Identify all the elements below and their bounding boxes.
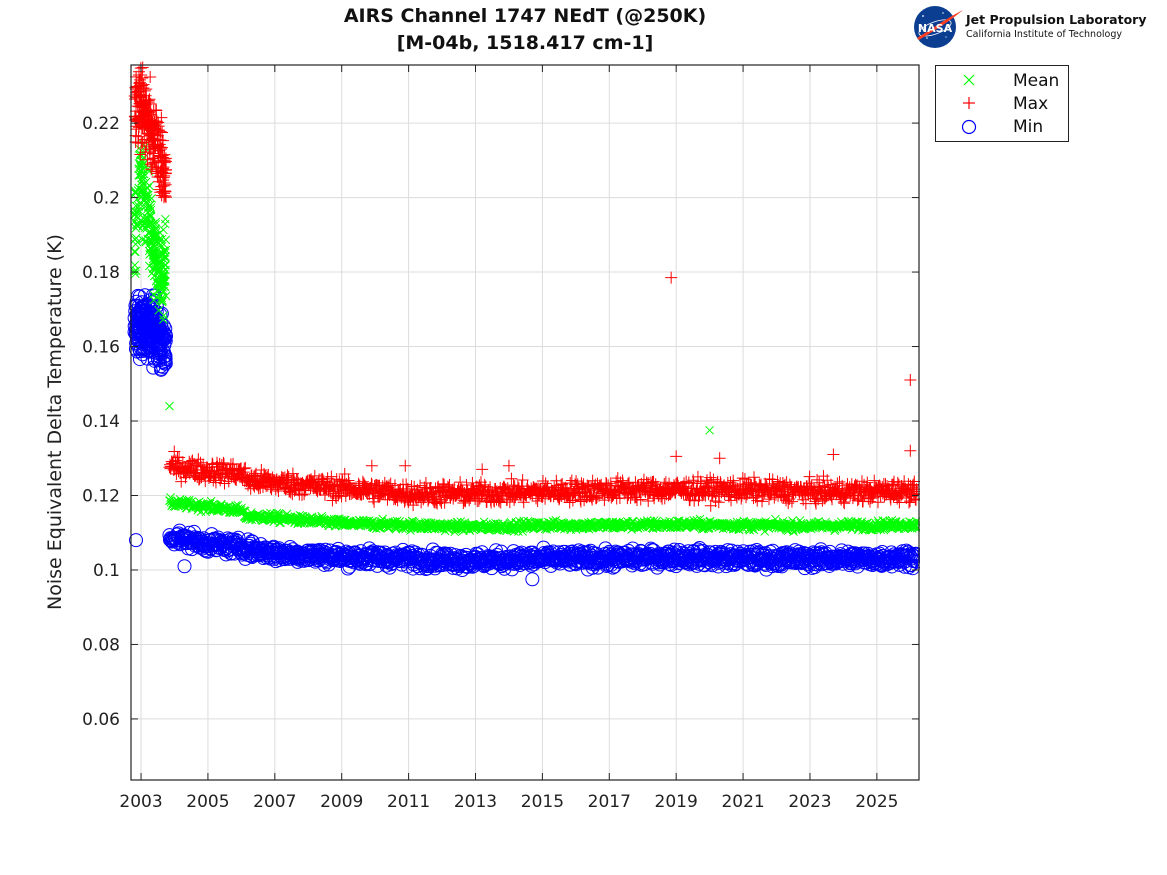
grid bbox=[131, 65, 919, 780]
mean-point bbox=[150, 236, 160, 245]
mean-point bbox=[621, 521, 631, 531]
mean-point bbox=[131, 266, 141, 276]
min-point bbox=[156, 359, 171, 374]
max-point bbox=[712, 496, 725, 509]
series-max bbox=[128, 61, 923, 512]
mean-point bbox=[158, 296, 167, 305]
mean-point bbox=[156, 291, 165, 300]
mean-point bbox=[146, 236, 156, 246]
mean-point bbox=[131, 188, 141, 198]
max-point bbox=[454, 476, 467, 489]
min-point bbox=[128, 327, 143, 342]
min-point bbox=[141, 333, 156, 348]
min-point bbox=[147, 316, 162, 331]
mean-point bbox=[518, 527, 528, 536]
mean-point bbox=[154, 238, 164, 248]
min-point bbox=[129, 533, 144, 548]
mean-point bbox=[156, 258, 165, 268]
mean-point bbox=[135, 171, 144, 180]
mean-point bbox=[150, 262, 159, 272]
mean-point bbox=[134, 183, 144, 193]
min-point bbox=[177, 559, 192, 574]
series-mean bbox=[130, 139, 922, 537]
mean-point bbox=[465, 520, 475, 530]
min-point bbox=[127, 325, 142, 340]
mean-point bbox=[156, 282, 166, 292]
mean-point bbox=[153, 286, 163, 296]
mean-point bbox=[150, 253, 159, 263]
mean-point bbox=[143, 207, 153, 217]
mean-point bbox=[130, 247, 139, 257]
mean-point bbox=[158, 277, 168, 287]
max-point bbox=[803, 470, 816, 483]
mean-point bbox=[136, 155, 146, 165]
mean-point bbox=[158, 248, 167, 258]
mean-point bbox=[143, 228, 153, 238]
mean-point bbox=[131, 233, 141, 243]
mean-point bbox=[131, 247, 140, 257]
min-point bbox=[231, 530, 246, 545]
min-point bbox=[753, 553, 768, 568]
min-point bbox=[132, 342, 147, 357]
mean-point bbox=[160, 253, 170, 262]
min-point bbox=[127, 310, 142, 325]
mean-point bbox=[131, 207, 141, 217]
min-point bbox=[145, 309, 160, 324]
mean-point bbox=[157, 268, 167, 278]
mean-point bbox=[130, 260, 140, 270]
min-point bbox=[134, 295, 149, 310]
mean-point bbox=[141, 218, 150, 228]
max-point bbox=[144, 71, 157, 84]
mean-point bbox=[149, 246, 159, 256]
min-point bbox=[150, 324, 165, 339]
min-point bbox=[158, 356, 173, 371]
mean-point bbox=[131, 269, 140, 279]
mean-point bbox=[146, 211, 155, 221]
min-point bbox=[154, 325, 169, 340]
mean-point bbox=[143, 184, 152, 193]
mean-point bbox=[159, 275, 168, 285]
mean-point bbox=[705, 425, 714, 435]
mean-point bbox=[157, 234, 167, 244]
mean-point bbox=[140, 142, 149, 152]
mean-point bbox=[150, 245, 160, 255]
mean-point bbox=[161, 261, 170, 270]
series-min bbox=[127, 288, 924, 587]
mean-point bbox=[130, 209, 140, 219]
mean-point bbox=[157, 297, 167, 307]
max-point bbox=[704, 499, 717, 512]
min-point bbox=[147, 317, 162, 332]
max-point bbox=[809, 495, 822, 508]
min-point bbox=[136, 323, 151, 338]
mean-point bbox=[159, 225, 168, 235]
mean-point bbox=[159, 311, 169, 320]
mean-point bbox=[146, 203, 156, 212]
mean-point bbox=[135, 161, 145, 170]
mean-point bbox=[147, 268, 157, 278]
mean-point bbox=[151, 276, 161, 286]
min-point bbox=[525, 572, 540, 587]
mean-point bbox=[136, 159, 145, 169]
max-point bbox=[168, 445, 181, 458]
mean-point bbox=[145, 200, 154, 210]
max-point bbox=[642, 495, 655, 508]
mean-point bbox=[159, 315, 168, 324]
mean-point bbox=[453, 517, 462, 527]
mean-point bbox=[165, 401, 174, 411]
min-point bbox=[154, 330, 169, 345]
mean-point bbox=[136, 192, 146, 202]
mean-point bbox=[139, 160, 148, 169]
mean-point bbox=[135, 206, 145, 216]
mean-point bbox=[160, 219, 170, 229]
mean-point bbox=[149, 295, 159, 305]
